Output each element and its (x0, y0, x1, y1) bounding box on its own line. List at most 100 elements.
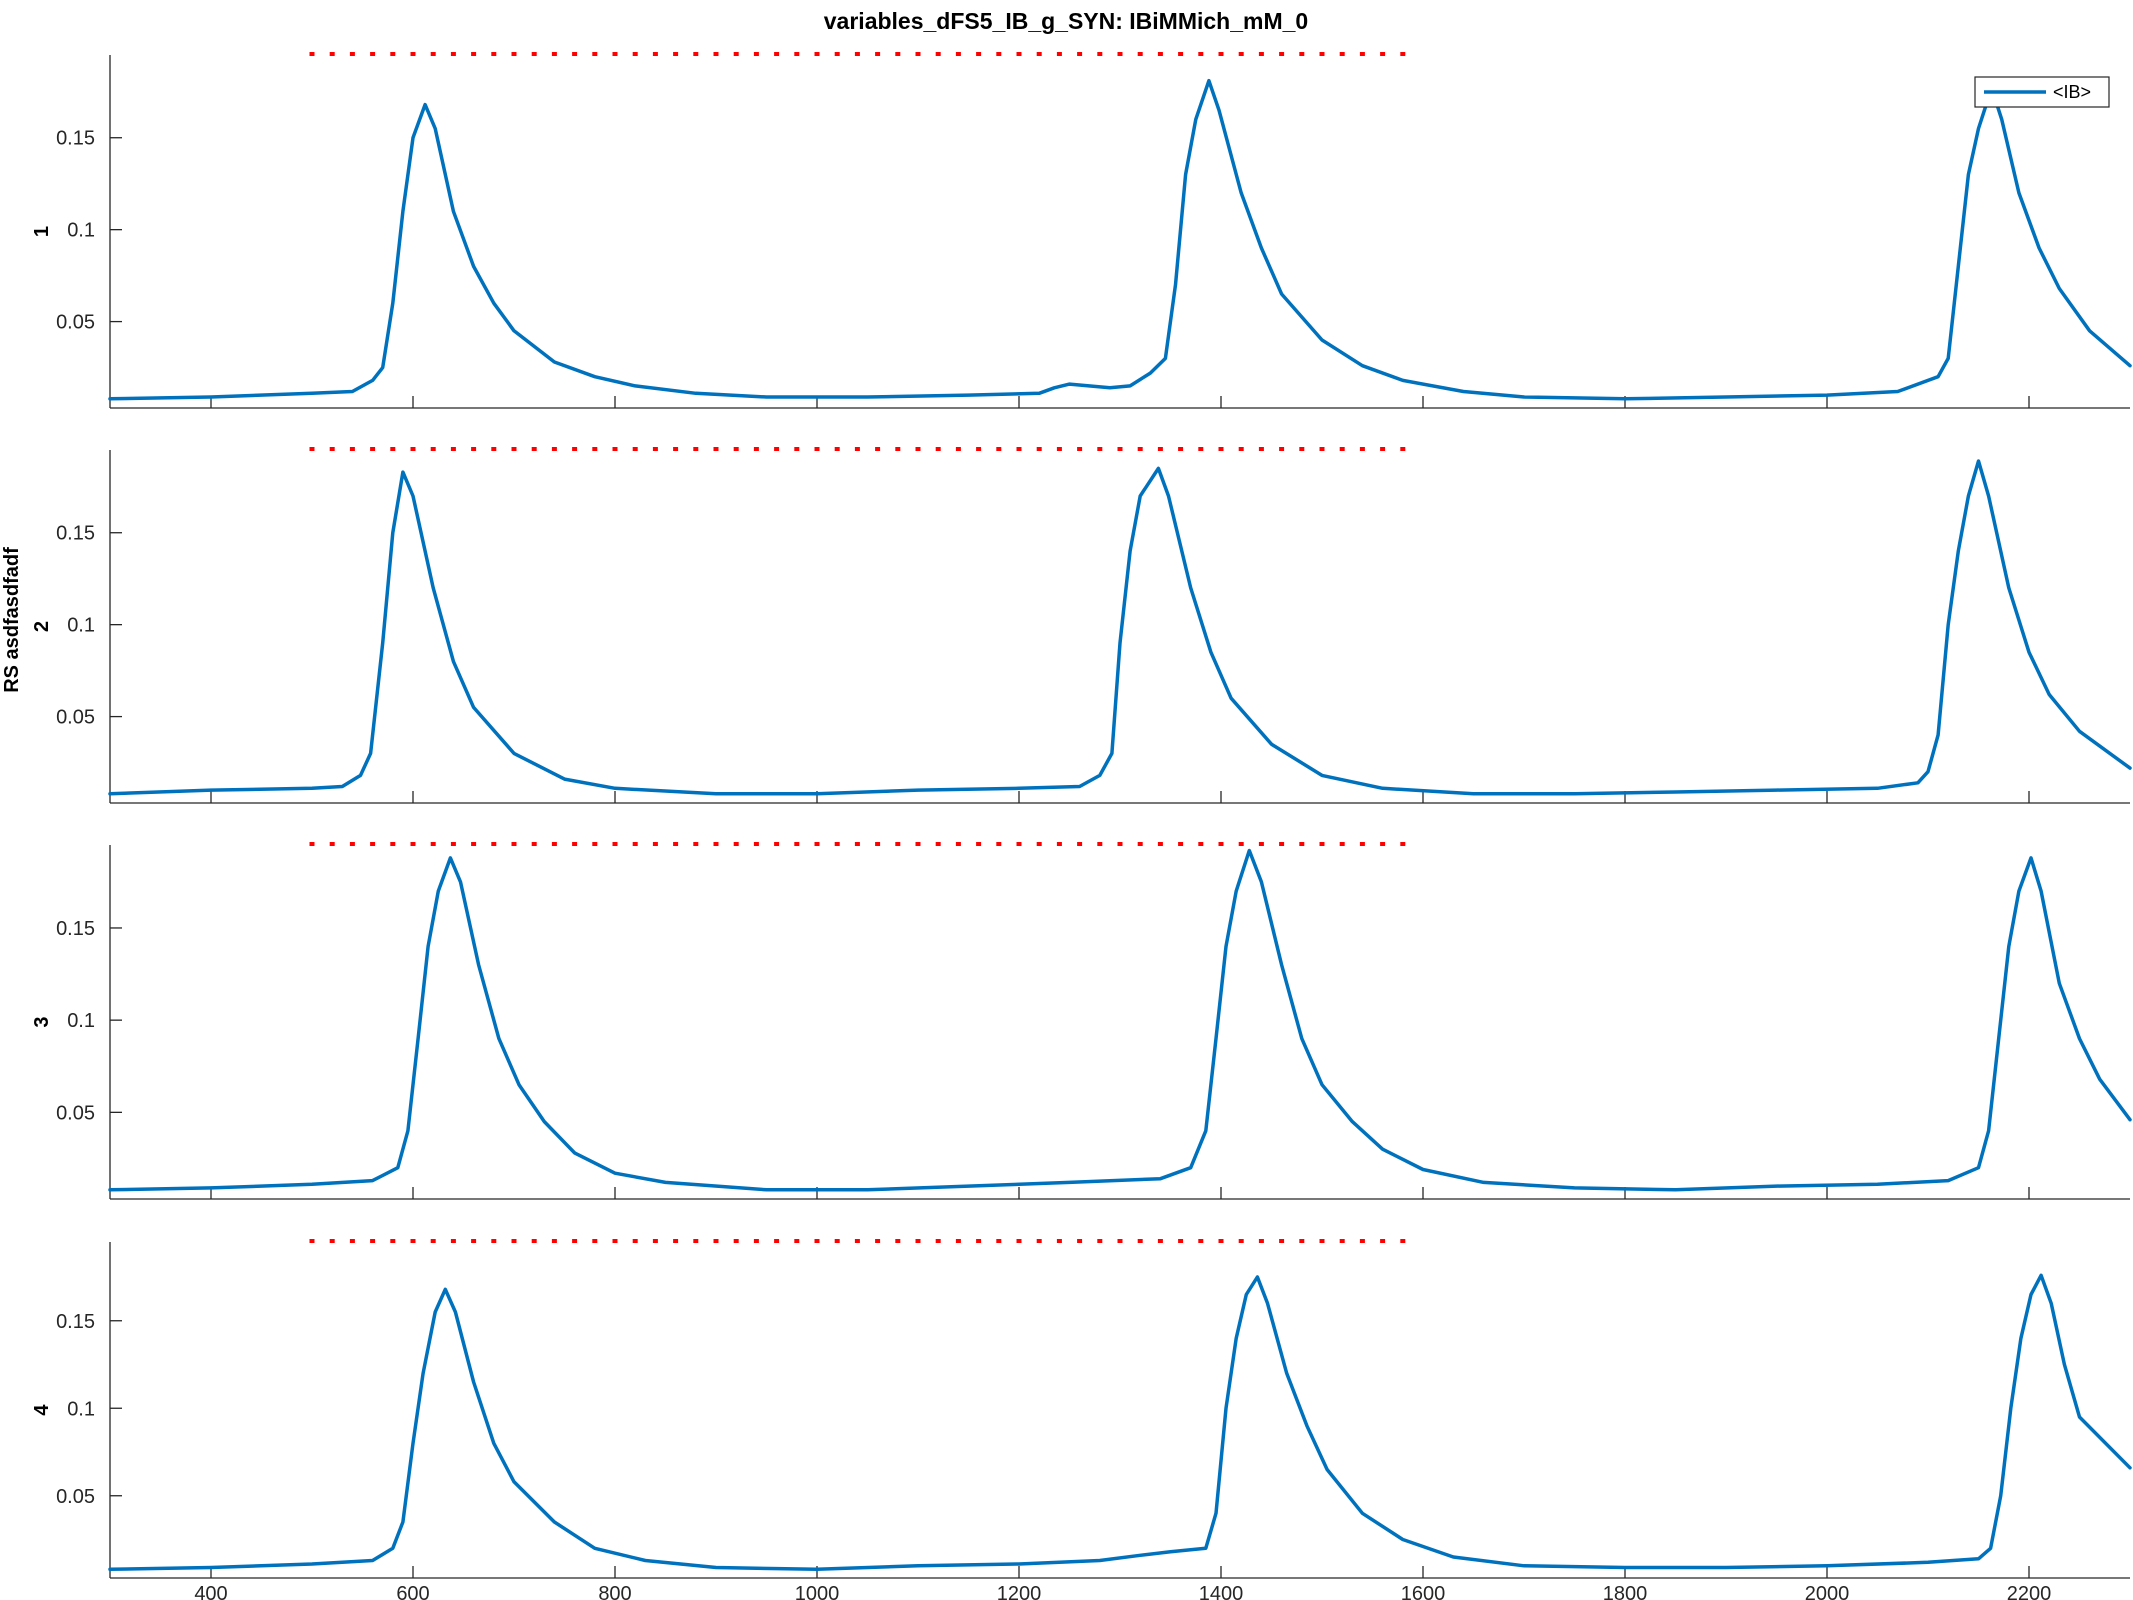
red-dot-marker (612, 447, 618, 451)
y-tick-label: 0.15 (56, 128, 95, 150)
red-dot-marker (733, 447, 739, 451)
x-tick-label: 600 (396, 1583, 429, 1600)
series-line-IB (108, 78, 2132, 401)
red-dot-marker (1319, 1239, 1325, 1243)
red-dot-marker (652, 447, 658, 451)
red-dot-marker (996, 1239, 1002, 1243)
red-dot-marker (1117, 842, 1123, 846)
red-dot-marker (814, 447, 820, 451)
red-dot-marker (814, 1239, 820, 1243)
red-dot-marker (349, 1239, 355, 1243)
series-line-IB (108, 459, 2132, 796)
red-dot-marker (1056, 1239, 1062, 1243)
red-dot-marker (349, 52, 355, 56)
red-dot-marker (450, 1239, 456, 1243)
red-dot-marker (309, 447, 315, 451)
red-dot-marker (592, 447, 598, 451)
red-dot-marker (390, 842, 396, 846)
x-tick-label: 400 (194, 1583, 227, 1600)
red-dot-marker (652, 1239, 658, 1243)
red-dot-marker (1178, 447, 1184, 451)
red-dot-marker (511, 1239, 517, 1243)
red-dot-marker (1016, 842, 1022, 846)
red-dot-marker (1258, 447, 1264, 451)
x-tick-label: 1800 (1603, 1583, 1648, 1600)
subplot-panels: 0.05 0.1 0.15 1 0.05 0.1 0.15 2 0.05 0.1 0.15 3 400 6… (31, 52, 2132, 1600)
red-dot-marker (430, 447, 436, 451)
red-dot-marker (652, 842, 658, 846)
panel-y-label: 1 (31, 226, 53, 237)
red-dot-marker (976, 447, 982, 451)
red-dot-marker (915, 842, 921, 846)
red-dot-marker (309, 1239, 315, 1243)
red-dot-marker (430, 52, 436, 56)
red-dot-marker (1299, 842, 1305, 846)
red-dot-marker (1218, 1239, 1224, 1243)
red-dot-marker (1380, 1239, 1386, 1243)
red-dot-marker (1380, 447, 1386, 451)
red-dot-marker (572, 52, 578, 56)
x-tick-label: 1600 (1401, 1583, 1446, 1600)
red-dot-marker (774, 1239, 780, 1243)
subplot-1: 0.05 0.1 0.15 1 (31, 52, 2132, 409)
y-tick-label: 0.15 (56, 918, 95, 940)
red-dot-marker (1400, 447, 1406, 451)
red-dot-marker (1036, 447, 1042, 451)
red-dot-marker (673, 842, 679, 846)
red-dot-marker (713, 1239, 719, 1243)
y-tick-label: 0.05 (56, 312, 95, 334)
red-dot-marker (976, 1239, 982, 1243)
red-dot-marker (915, 447, 921, 451)
red-dot-marker (1319, 52, 1325, 56)
red-dot-marker (572, 447, 578, 451)
subplot-3: 0.05 0.1 0.15 3 (31, 842, 2132, 1200)
red-dot-marker (1238, 447, 1244, 451)
red-dot-marker (854, 842, 860, 846)
red-dot-marker (511, 842, 517, 846)
x-tick-label: 800 (598, 1583, 631, 1600)
red-dot-marker (1258, 1239, 1264, 1243)
red-dot-marker (1400, 52, 1406, 56)
red-dot-marker (491, 447, 497, 451)
red-dot-marker (652, 52, 658, 56)
red-dot-marker (733, 1239, 739, 1243)
red-dot-marker (693, 1239, 699, 1243)
red-dot-marker (450, 842, 456, 846)
y-tick-label: 0.05 (56, 1486, 95, 1508)
red-dot-marker (1036, 1239, 1042, 1243)
red-dot-marker (1016, 52, 1022, 56)
red-dot-marker (854, 447, 860, 451)
red-dot-marker (935, 447, 941, 451)
red-dot-marker (1157, 52, 1163, 56)
red-dot-marker (1097, 1239, 1103, 1243)
red-dot-marker (531, 1239, 537, 1243)
red-dot-marker (572, 1239, 578, 1243)
red-dot-marker (632, 447, 638, 451)
red-dot-marker (1400, 842, 1406, 846)
red-dot-marker (1258, 842, 1264, 846)
red-dot-marker (1178, 1239, 1184, 1243)
y-tick-label: 0.05 (56, 1102, 95, 1124)
red-dot-marker (1198, 842, 1204, 846)
red-dot-marker (875, 52, 881, 56)
red-dot-marker (834, 842, 840, 846)
red-dot-marker (592, 842, 598, 846)
red-dot-marker (854, 1239, 860, 1243)
red-dot-marker (1117, 52, 1123, 56)
red-dot-marker (531, 447, 537, 451)
red-dot-marker (511, 447, 517, 451)
red-dot-marker (834, 52, 840, 56)
panel-y-label: 2 (31, 621, 53, 632)
red-dot-marker (1056, 842, 1062, 846)
red-dot-marker (814, 52, 820, 56)
red-dot-marker (531, 842, 537, 846)
red-dot-marker (491, 52, 497, 56)
red-dot-marker (349, 447, 355, 451)
red-dot-marker (1077, 842, 1083, 846)
red-dot-marker (1198, 1239, 1204, 1243)
series-line-IB (108, 1273, 2132, 1572)
red-dot-marker (895, 447, 901, 451)
subplot-4: 400 600 800 1000 1200 1400 1600 1800 2000 2200 0.0… (31, 1239, 2132, 1600)
red-dot-marker (1056, 52, 1062, 56)
red-dot-marker (1299, 1239, 1305, 1243)
